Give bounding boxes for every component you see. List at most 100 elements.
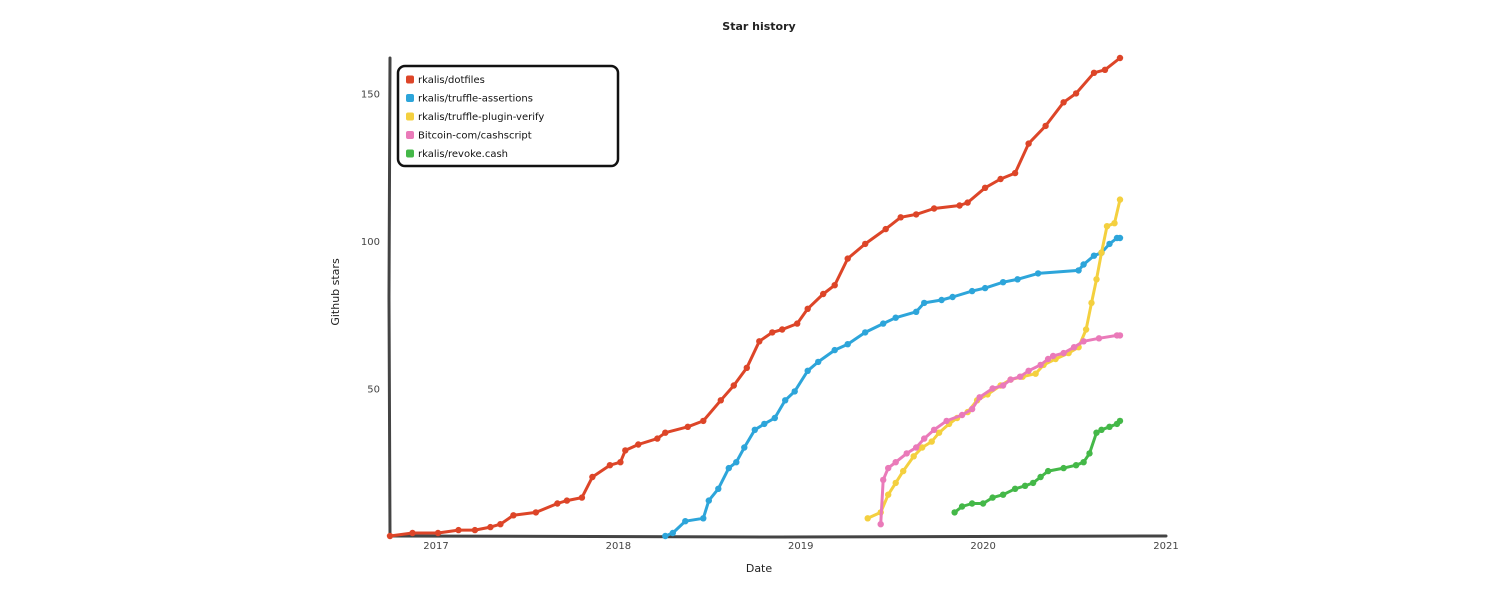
data-point — [791, 388, 798, 395]
data-point — [1093, 429, 1100, 436]
data-point — [733, 459, 740, 466]
data-point — [409, 529, 416, 537]
legend-swatch — [406, 75, 414, 84]
y-tick-label: 150 — [361, 89, 380, 100]
data-point — [1116, 54, 1124, 62]
data-point — [930, 426, 938, 433]
data-point — [386, 532, 394, 540]
data-point — [1080, 459, 1087, 466]
series-lines — [386, 54, 1124, 540]
data-point — [771, 414, 778, 422]
data-point — [1093, 276, 1100, 283]
y-tick-label: 50 — [367, 384, 380, 395]
data-point — [997, 175, 1004, 183]
data-point — [862, 240, 869, 248]
data-point — [563, 497, 571, 504]
data-point — [769, 329, 776, 336]
data-point — [1011, 169, 1019, 177]
data-point — [1075, 267, 1082, 274]
data-point — [951, 509, 958, 516]
data-point — [921, 435, 928, 442]
data-point — [1070, 344, 1078, 351]
x-tick-label: 2018 — [606, 541, 631, 552]
data-point — [761, 420, 768, 428]
data-point — [919, 444, 926, 451]
data-point — [1090, 69, 1098, 77]
data-point — [1016, 373, 1024, 380]
series-2 — [662, 234, 1124, 540]
data-point — [1044, 355, 1052, 363]
data-point — [1098, 249, 1105, 256]
y-tick-label: 100 — [361, 237, 380, 248]
data-point — [864, 515, 871, 522]
data-point — [958, 411, 966, 419]
data-point — [913, 211, 920, 218]
data-point — [903, 450, 910, 457]
data-point — [1060, 349, 1067, 357]
data-point — [606, 462, 614, 469]
data-point — [913, 308, 920, 315]
data-point — [1025, 367, 1032, 374]
data-point — [930, 205, 938, 212]
data-point — [1011, 485, 1019, 492]
data-point — [1034, 270, 1042, 277]
data-point — [700, 515, 707, 522]
data-point — [1044, 467, 1052, 475]
series-1 — [386, 54, 1124, 540]
x-tick-label: 2019 — [788, 541, 813, 552]
data-point — [1060, 99, 1067, 106]
data-point — [510, 512, 517, 519]
data-point — [1103, 223, 1111, 230]
data-point — [900, 467, 907, 475]
legend-swatch — [406, 149, 414, 158]
data-point — [1088, 299, 1095, 307]
data-point — [928, 438, 935, 445]
data-point — [968, 500, 976, 507]
data-point — [935, 429, 943, 436]
data-point — [804, 305, 811, 312]
legend-swatch — [406, 131, 414, 139]
data-point — [455, 526, 462, 534]
data-point — [782, 397, 789, 404]
data-point — [979, 500, 987, 507]
data-point — [1116, 332, 1124, 339]
data-point — [981, 184, 989, 191]
data-point — [968, 287, 976, 295]
data-point — [1060, 464, 1067, 472]
axes: 50 100 150 2017 2018 2019 2020 2021 — [361, 56, 1179, 552]
data-point — [669, 529, 676, 537]
data-point — [497, 521, 504, 528]
data-point — [1080, 261, 1087, 268]
data-point — [622, 447, 629, 454]
legend-swatch — [406, 94, 414, 102]
data-point — [654, 435, 661, 442]
data-point — [1082, 326, 1090, 333]
data-point — [1072, 462, 1080, 469]
data-point — [725, 464, 732, 472]
data-point — [635, 441, 642, 448]
data-point — [862, 329, 869, 336]
data-point — [844, 341, 851, 348]
data-point — [885, 491, 892, 498]
y-axis-title: Github stars — [329, 258, 342, 326]
data-point — [705, 497, 712, 504]
legend-item: rkalis/truffle-assertions — [418, 94, 533, 105]
series-3 — [864, 196, 1124, 522]
x-tick-label: 2021 — [1153, 541, 1178, 552]
data-point — [1021, 482, 1029, 489]
data-point — [532, 509, 540, 516]
data-point — [1029, 479, 1037, 487]
x-axis-line — [388, 534, 1168, 539]
data-point — [968, 405, 976, 413]
data-point — [578, 494, 586, 501]
data-point — [1090, 252, 1098, 259]
data-point — [715, 485, 722, 492]
data-point — [1025, 140, 1032, 147]
data-point — [1116, 417, 1124, 425]
data-point — [662, 532, 669, 540]
data-point — [999, 279, 1007, 286]
data-point — [730, 382, 737, 389]
data-point — [1098, 426, 1105, 433]
